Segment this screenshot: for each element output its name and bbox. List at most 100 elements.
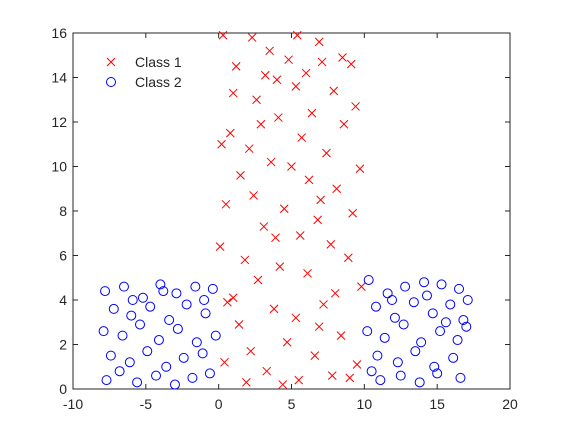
point — [372, 350, 383, 361]
point — [158, 286, 169, 297]
point — [338, 53, 347, 62]
point — [161, 361, 172, 372]
x-tick-label: -10 — [63, 396, 83, 412]
point — [260, 70, 270, 80]
y-tick-label: 14 — [51, 70, 67, 86]
point — [348, 208, 358, 218]
point — [252, 95, 261, 105]
y-tick-label: 12 — [51, 114, 67, 130]
point — [262, 366, 272, 376]
point — [279, 204, 289, 214]
point — [145, 301, 156, 312]
point — [225, 128, 235, 138]
point — [266, 157, 276, 167]
y-tick-label: 10 — [51, 159, 67, 175]
point — [448, 352, 459, 363]
point — [346, 59, 356, 69]
point — [220, 357, 229, 367]
point — [389, 312, 400, 323]
point — [247, 33, 257, 42]
point — [187, 372, 198, 383]
point — [210, 330, 221, 341]
point — [379, 332, 390, 343]
point — [221, 199, 231, 209]
point — [410, 346, 421, 357]
point — [366, 366, 377, 377]
point — [253, 275, 263, 285]
point — [310, 351, 320, 360]
x-tick-label: 10 — [357, 396, 373, 412]
point — [272, 75, 282, 85]
point — [241, 377, 251, 387]
point — [151, 370, 162, 381]
legend-label: Class 1 — [135, 54, 182, 70]
point — [171, 288, 182, 299]
point — [392, 357, 403, 368]
point — [458, 315, 469, 326]
point — [355, 164, 365, 174]
point — [408, 297, 419, 308]
point — [218, 30, 228, 40]
x-tick-label: -5 — [140, 396, 153, 412]
point — [445, 299, 456, 310]
point — [314, 37, 324, 47]
point — [314, 322, 324, 332]
x-tick-label: 5 — [288, 396, 296, 412]
point — [137, 292, 148, 303]
point — [326, 240, 336, 249]
point — [303, 268, 312, 278]
plot-area — [72, 32, 511, 390]
point — [370, 301, 381, 312]
legend-marker — [106, 57, 116, 67]
point — [117, 330, 128, 341]
point — [228, 88, 238, 98]
point — [421, 290, 432, 301]
point — [336, 331, 346, 340]
point — [436, 279, 447, 290]
point — [327, 371, 337, 381]
point — [295, 231, 305, 240]
point — [329, 86, 339, 96]
point — [204, 368, 215, 379]
point — [181, 299, 192, 310]
point — [127, 295, 138, 305]
point — [345, 373, 355, 383]
point — [419, 277, 430, 288]
point — [427, 308, 438, 319]
point — [256, 119, 266, 129]
point — [126, 310, 137, 321]
point — [236, 171, 245, 180]
point — [142, 346, 153, 357]
point — [292, 30, 302, 40]
point — [332, 184, 342, 194]
legend-label: Class 2 — [135, 74, 182, 90]
point — [259, 222, 269, 231]
point — [274, 113, 283, 122]
point — [435, 326, 446, 337]
point — [291, 313, 301, 323]
point — [440, 317, 451, 328]
point — [429, 361, 440, 372]
point — [200, 308, 211, 319]
point — [100, 286, 111, 297]
point — [319, 300, 328, 309]
y-tick-label: 2 — [59, 337, 67, 353]
point — [275, 262, 285, 271]
point — [313, 215, 323, 225]
x-tick-label: 15 — [429, 396, 445, 412]
point — [217, 139, 226, 149]
y-tick-label: 0 — [59, 381, 67, 397]
point — [304, 175, 314, 185]
point — [363, 274, 374, 285]
point — [362, 326, 373, 337]
point — [317, 57, 327, 67]
point — [249, 191, 258, 200]
point — [294, 375, 304, 385]
y-tick-label: 4 — [59, 292, 67, 308]
point — [231, 62, 241, 71]
point — [105, 350, 116, 361]
point — [244, 144, 254, 154]
point — [307, 108, 317, 118]
point — [228, 293, 238, 303]
